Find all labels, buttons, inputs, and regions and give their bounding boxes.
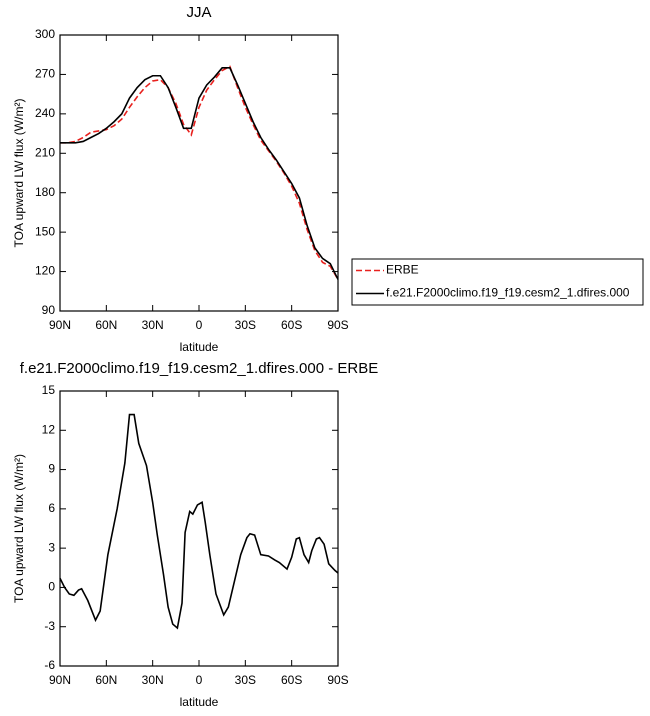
y-tick-label: 150 (35, 224, 55, 238)
y-tick-label: 15 (42, 383, 56, 397)
y-tick-label: 120 (35, 264, 55, 278)
x-tick-label: 90S (327, 318, 348, 332)
plot-frame (59, 34, 339, 312)
x-tick-label: 60S (281, 673, 302, 687)
x-tick-label: 0 (196, 673, 203, 687)
data-line (60, 67, 339, 280)
chart-title: f.e21.F2000climo.f19_f19.cesm2_1.dfires.… (20, 360, 379, 377)
y-tick-label: 6 (48, 501, 55, 515)
x-axis-label: latitude (180, 695, 219, 709)
legend-frame (351, 258, 644, 306)
x-tick-label: 90S (327, 673, 348, 687)
x-tick-label: 30S (235, 318, 256, 332)
y-tick-label: 300 (35, 27, 55, 41)
y-axis-label: TOA upward LW flux (W/m²) (12, 454, 26, 603)
legend-label: ERBE (386, 263, 419, 277)
data-line (59, 413, 339, 630)
x-tick-label: 60S (281, 318, 302, 332)
x-tick-label: 60N (95, 318, 117, 332)
y-tick-label: 240 (35, 106, 55, 120)
chart-title: JJA (186, 4, 211, 21)
y-tick-label: 210 (35, 145, 55, 159)
x-tick-label: 90N (49, 673, 71, 687)
x-tick-label: 0 (196, 318, 203, 332)
x-tick-label: 30N (142, 318, 164, 332)
x-tick-label: 60N (95, 673, 117, 687)
y-tick-label: 180 (35, 185, 55, 199)
x-tick-label: 30S (235, 673, 256, 687)
legend-label: f.e21.F2000climo.f19_f19.cesm2_1.dfires.… (386, 286, 630, 300)
x-tick-label: 90N (49, 318, 71, 332)
y-tick-label: 270 (35, 67, 55, 81)
data-line (60, 65, 339, 280)
y-tick-label: -6 (44, 658, 55, 672)
y-tick-label: 3 (48, 540, 55, 554)
y-tick-label: 0 (48, 580, 55, 594)
plot-frame (59, 390, 339, 667)
y-tick-label: -3 (44, 619, 55, 633)
y-tick-label: 12 (42, 422, 56, 436)
x-axis-label: latitude (180, 340, 219, 354)
y-tick-label: 9 (48, 462, 55, 476)
y-tick-label: 90 (42, 303, 56, 317)
x-tick-label: 30N (142, 673, 164, 687)
y-axis-label: TOA upward LW flux (W/m²) (12, 99, 26, 248)
